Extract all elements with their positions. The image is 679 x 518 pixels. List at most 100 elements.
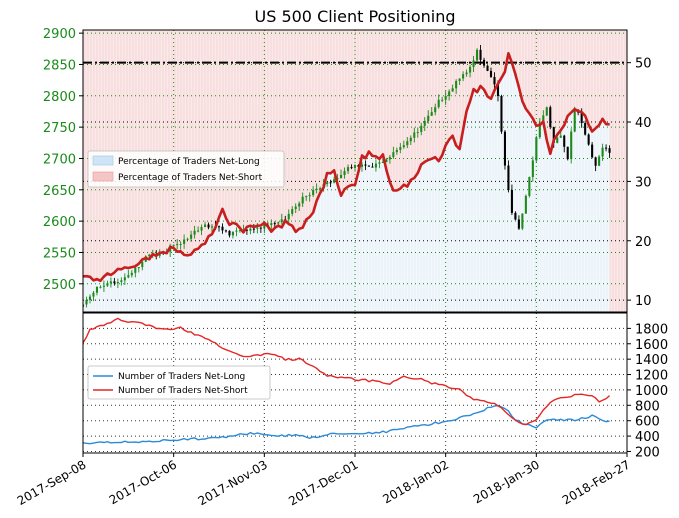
candle-body (329, 182, 332, 184)
candle-body (542, 115, 545, 123)
candle-body (500, 96, 503, 132)
candle-body (507, 165, 510, 190)
candle-body (291, 209, 294, 214)
candle-body (280, 219, 283, 223)
candle-body (545, 107, 548, 116)
candle-body (594, 157, 597, 166)
candle-body (273, 223, 276, 225)
candle-body (319, 188, 322, 190)
candle-body (455, 81, 458, 89)
candle-body (277, 222, 280, 224)
candle-body (608, 148, 611, 153)
candle-body (524, 195, 527, 214)
x-tick-label: 2018-Feb-27 (560, 457, 633, 507)
x-tick-label: 2018-Jan-02 (380, 457, 451, 506)
candle-body (528, 177, 531, 196)
top-legend-box (87, 150, 285, 188)
candle-body (549, 107, 552, 128)
candle-body (531, 160, 534, 178)
candle-body (580, 112, 583, 124)
candle-body (106, 283, 109, 286)
bottom-tick-label: 1600 (635, 338, 668, 353)
left-tick-label: 2750 (43, 121, 76, 136)
candle-body (259, 227, 262, 229)
candle-body (249, 228, 252, 231)
candle-body (346, 167, 350, 172)
bottom-legend-box (87, 365, 271, 400)
candle-body (374, 163, 377, 168)
candle-body (482, 59, 486, 66)
candle-body (210, 226, 214, 228)
x-tick-label: 2017-Dec-01 (286, 457, 360, 508)
candle-body (413, 132, 416, 138)
bottom-legend: Number of Traders Net-Long Number of Tra… (87, 365, 271, 400)
candle-body (430, 112, 433, 116)
candle-body (448, 91, 451, 97)
x-axis-ticks: 2017-Sep-08 2017-Oct-06 2017-Nov-03 2017-De… (15, 453, 633, 508)
candle-body (263, 224, 266, 229)
top-panel-frame (82, 29, 628, 313)
left-tick-label: 2650 (43, 184, 76, 199)
candle-body (221, 226, 224, 231)
candle-body (176, 244, 179, 246)
left-tick-label: 2850 (43, 58, 76, 73)
candle-body (517, 219, 520, 229)
candle-body (256, 227, 259, 229)
net-long-count-line (83, 404, 610, 445)
legend-swatch-net-short (92, 171, 114, 182)
candle-body (476, 49, 479, 61)
net-long-area (83, 53, 610, 312)
candle-body (402, 145, 405, 148)
candle-body (493, 76, 496, 85)
candle-body (333, 179, 336, 183)
bottom-tick-label: 400 (635, 430, 660, 445)
candle-body (591, 144, 594, 158)
left-tick-label: 2600 (43, 215, 76, 230)
candle-body (601, 147, 604, 157)
candle-body (409, 137, 412, 142)
legend-label-net-long: Percentage of Traders Net-Long (118, 157, 260, 167)
chart-title: US 500 Client Positioning (254, 7, 455, 26)
candle-body (116, 281, 119, 284)
candle-body (444, 96, 447, 100)
right-axis-ticks: 10 20 30 40 50 (627, 57, 652, 309)
top-panel: 2500 2550 2600 2650 2700 2750 2800 2850 2900 10 2… (43, 27, 652, 313)
left-axis-ticks: 2500 2550 2600 2650 2700 2750 2800 2850 2900 (43, 27, 83, 293)
x-tick-label: 2017-Nov-03 (196, 457, 270, 508)
candle-body (496, 84, 500, 97)
candle-body (95, 286, 98, 293)
candle-body (224, 230, 228, 232)
candle-body (566, 146, 569, 160)
right-tick-label: 10 (635, 294, 652, 309)
candle-body (535, 137, 538, 161)
candle-body (406, 141, 409, 146)
candle-body (570, 131, 573, 160)
candle-body (270, 223, 273, 226)
candle-body (423, 120, 426, 126)
candle-body (353, 165, 357, 168)
candle-body (148, 254, 151, 257)
candle-body (312, 189, 315, 196)
candle-body (235, 230, 238, 232)
right-tick-label: 40 (635, 116, 652, 131)
x-tick-label: 2018-Jan-30 (471, 457, 542, 506)
candle-body (326, 182, 329, 185)
candle-body (584, 123, 587, 135)
x-tick-label: 2017-Oct-06 (107, 457, 179, 507)
candle-body (123, 277, 126, 281)
candle-body (469, 66, 472, 73)
bottom-tick-label: 1200 (635, 369, 668, 384)
candle-body (521, 213, 524, 229)
right-tick-label: 20 (635, 235, 652, 250)
candle-body (197, 230, 200, 232)
candle-body (350, 167, 353, 169)
candle-body (88, 296, 92, 300)
candle-body (113, 281, 116, 284)
left-tick-label: 2500 (43, 278, 76, 293)
candle-body (434, 107, 437, 113)
left-tick-label: 2800 (43, 90, 76, 105)
candle-body (388, 157, 391, 160)
candle-body (217, 226, 221, 228)
